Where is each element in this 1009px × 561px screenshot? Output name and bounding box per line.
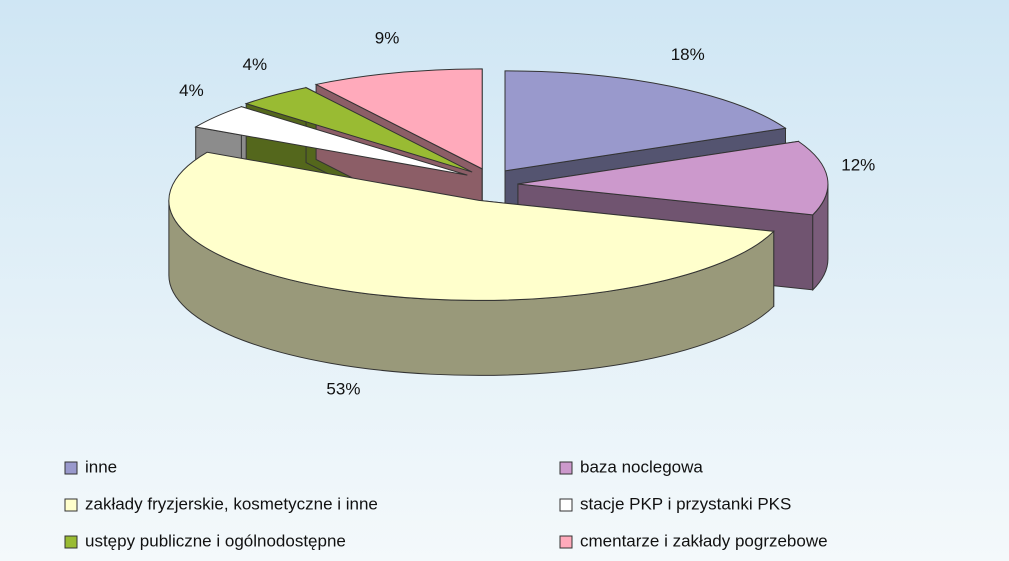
slice (244, 87, 473, 173)
legend-label: zakłady fryzjerskie, kosmetyczne i inne (85, 494, 378, 513)
data-label: 53% (326, 380, 360, 399)
slice (194, 106, 468, 176)
data-label: 4% (179, 81, 204, 100)
legend-label: stacje PKP i przystanki PKS (580, 494, 791, 513)
legend-label: baza noclegowa (580, 457, 703, 476)
legend-swatch (64, 535, 78, 549)
legend-label: ustępy publiczne i ogólnodostępne (85, 531, 346, 550)
data-label: 4% (243, 55, 268, 74)
data-label: 9% (375, 28, 400, 47)
data-label: 18% (671, 45, 705, 64)
legend-swatch (64, 498, 78, 512)
slice (314, 68, 483, 170)
slice (517, 140, 829, 216)
legend-label: inne (85, 457, 117, 476)
legend-swatch (559, 461, 573, 475)
slice (168, 151, 775, 301)
legend-label: cmentarze i zakłady pogrzebowe (580, 531, 828, 550)
slice (504, 70, 787, 172)
data-label: 12% (841, 156, 875, 175)
legend-swatch (559, 498, 573, 512)
legend-swatch (559, 535, 573, 549)
legend-swatch (64, 461, 78, 475)
